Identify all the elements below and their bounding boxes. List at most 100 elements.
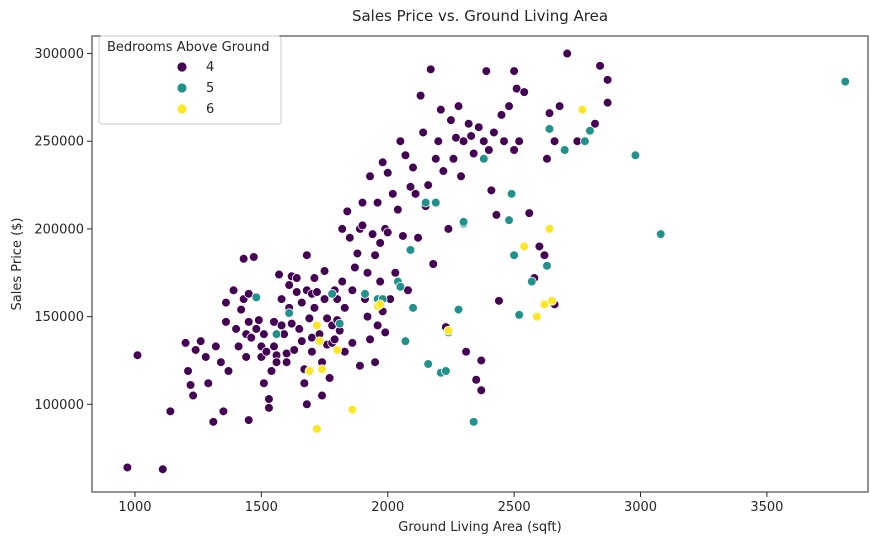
data-point-bedrooms-4 bbox=[350, 262, 360, 273]
data-point-bedrooms-4 bbox=[473, 122, 484, 132]
data-point-bedrooms-4 bbox=[291, 287, 302, 297]
data-point-bedrooms-6 bbox=[312, 424, 322, 434]
data-point-bedrooms-4 bbox=[337, 276, 348, 287]
data-point-bedrooms-4 bbox=[233, 341, 244, 352]
data-point-bedrooms-4 bbox=[261, 346, 272, 357]
data-point-bedrooms-4 bbox=[446, 115, 456, 125]
data-point-bedrooms-4 bbox=[218, 406, 229, 417]
data-point-bedrooms-4 bbox=[264, 394, 274, 404]
data-point-bedrooms-4 bbox=[339, 303, 350, 313]
legend-title: Bedrooms Above Ground bbox=[107, 40, 269, 55]
data-point-bedrooms-5 bbox=[458, 217, 469, 227]
data-point-bedrooms-5 bbox=[504, 215, 514, 225]
data-point-bedrooms-5 bbox=[585, 125, 595, 136]
data-point-bedrooms-4 bbox=[329, 334, 340, 345]
x-tick-label: 3500 bbox=[750, 500, 783, 515]
data-point-bedrooms-6 bbox=[317, 364, 327, 375]
y-tick-label: 150000 bbox=[34, 310, 84, 325]
data-point-bedrooms-4 bbox=[509, 145, 519, 155]
y-axis-label: Sales Price ($) bbox=[10, 218, 25, 311]
data-point-bedrooms-6 bbox=[544, 224, 555, 234]
data-point-bedrooms-4 bbox=[375, 238, 385, 248]
data-point-bedrooms-4 bbox=[365, 334, 375, 345]
data-point-bedrooms-6 bbox=[347, 404, 358, 415]
data-point-bedrooms-4 bbox=[248, 252, 259, 262]
data-point-bedrooms-4 bbox=[309, 303, 320, 313]
data-point-bedrooms-4 bbox=[602, 97, 613, 108]
data-point-bedrooms-4 bbox=[319, 266, 330, 276]
data-point-bedrooms-5 bbox=[840, 76, 851, 87]
data-point-bedrooms-5 bbox=[360, 289, 370, 299]
x-tick-label: 1500 bbox=[245, 500, 278, 515]
data-point-bedrooms-4 bbox=[372, 320, 383, 331]
data-point-bedrooms-4 bbox=[362, 267, 373, 278]
data-point-bedrooms-5 bbox=[468, 417, 479, 427]
data-point-bedrooms-4 bbox=[448, 153, 459, 164]
data-point-bedrooms-4 bbox=[355, 360, 365, 371]
data-point-bedrooms-5 bbox=[630, 150, 641, 161]
data-point-bedrooms-4 bbox=[269, 341, 279, 352]
data-point-bedrooms-4 bbox=[276, 320, 287, 331]
data-point-bedrooms-4 bbox=[377, 157, 388, 168]
legend-marker bbox=[176, 82, 188, 94]
data-point-bedrooms-4 bbox=[357, 220, 368, 231]
data-point-bedrooms-4 bbox=[188, 390, 198, 401]
data-point-bedrooms-4 bbox=[494, 296, 504, 306]
legend-entries: 4 5 6 bbox=[176, 60, 214, 117]
data-point-bedrooms-5 bbox=[580, 136, 590, 147]
data-point-bedrooms-5 bbox=[334, 318, 345, 329]
data-point-bedrooms-4 bbox=[395, 136, 406, 147]
y-tick-label: 250000 bbox=[34, 135, 84, 150]
data-point-bedrooms-4 bbox=[453, 101, 464, 111]
data-point-bedrooms-4 bbox=[476, 385, 487, 396]
data-point-bedrooms-4 bbox=[471, 374, 482, 385]
data-point-bedrooms-5 bbox=[400, 336, 411, 346]
data-point-bedrooms-5 bbox=[441, 366, 451, 376]
data-point-bedrooms-4 bbox=[286, 318, 297, 329]
y-tick-label: 200000 bbox=[34, 222, 84, 237]
data-point-bedrooms-4 bbox=[271, 357, 282, 368]
data-point-bedrooms-4 bbox=[231, 324, 241, 334]
data-point-bedrooms-4 bbox=[544, 108, 555, 118]
data-point-bedrooms-4 bbox=[370, 250, 380, 261]
data-point-bedrooms-4 bbox=[312, 287, 322, 297]
data-point-bedrooms-4 bbox=[478, 136, 489, 147]
data-point-bedrooms-4 bbox=[284, 280, 294, 290]
data-point-bedrooms-4 bbox=[499, 136, 509, 147]
data-point-bedrooms-4 bbox=[438, 166, 449, 176]
x-axis: 1000 1500 2000 2500 3000 3500 bbox=[118, 492, 783, 515]
data-point-bedrooms-4 bbox=[296, 336, 307, 346]
legend-label: 4 bbox=[206, 60, 214, 75]
data-point-bedrooms-4 bbox=[264, 403, 274, 413]
data-point-bedrooms-4 bbox=[461, 346, 471, 357]
data-point-bedrooms-4 bbox=[514, 136, 524, 147]
data-points bbox=[122, 48, 851, 475]
data-point-bedrooms-4 bbox=[274, 269, 284, 280]
data-point-bedrooms-5 bbox=[327, 289, 337, 299]
data-point-bedrooms-6 bbox=[375, 299, 385, 310]
data-point-bedrooms-4 bbox=[347, 285, 358, 296]
data-point-bedrooms-4 bbox=[190, 345, 201, 355]
legend-marker bbox=[176, 103, 188, 115]
data-point-bedrooms-4 bbox=[400, 150, 411, 161]
data-point-bedrooms-4 bbox=[243, 415, 254, 425]
data-point-bedrooms-4 bbox=[463, 118, 474, 129]
data-point-bedrooms-5 bbox=[514, 310, 524, 320]
data-point-bedrooms-5 bbox=[251, 292, 262, 303]
data-point-bedrooms-4 bbox=[458, 136, 469, 147]
data-point-bedrooms-4 bbox=[534, 241, 545, 252]
y-tick-label: 100000 bbox=[34, 398, 84, 413]
data-point-bedrooms-4 bbox=[259, 378, 269, 389]
data-point-bedrooms-4 bbox=[266, 366, 277, 376]
data-point-bedrooms-4 bbox=[468, 148, 479, 159]
data-point-bedrooms-4 bbox=[476, 355, 487, 366]
data-point-bedrooms-4 bbox=[216, 357, 226, 368]
data-point-bedrooms-4 bbox=[524, 208, 535, 218]
data-point-bedrooms-4 bbox=[195, 336, 206, 346]
data-point-bedrooms-4 bbox=[221, 297, 231, 308]
data-point-bedrooms-4 bbox=[309, 273, 320, 283]
data-point-bedrooms-5 bbox=[408, 303, 418, 313]
data-point-bedrooms-4 bbox=[489, 127, 499, 138]
legend-marker bbox=[176, 61, 188, 73]
